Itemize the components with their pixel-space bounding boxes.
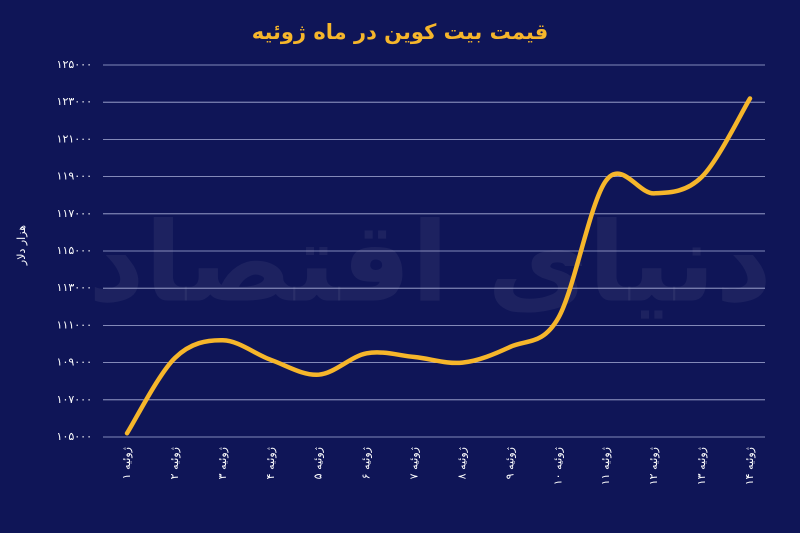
- x-tick-label: ۱۰ ژوئیه: [551, 447, 564, 485]
- x-tick-label: ۹ ژوئیه: [503, 447, 516, 479]
- x-tick-label: ۸ ژوئیه: [455, 447, 468, 479]
- y-tick-label: ۱۰۷۰۰۰: [57, 393, 92, 406]
- watermark: دنیای اقتصاد: [88, 198, 772, 326]
- x-tick-label: ۵ ژوئیه: [312, 447, 325, 479]
- x-tick-label: ۳ ژوئیه: [216, 447, 229, 479]
- y-tick-label: ۱۱۳۰۰۰: [57, 281, 92, 294]
- y-tick-label: ۱۱۱۰۰۰: [57, 318, 92, 331]
- y-tick-label: ۱۰۹۰۰۰: [57, 356, 92, 369]
- y-axis-label: هزار دلار: [15, 225, 28, 266]
- y-tick-label: ۱۱۹۰۰۰: [57, 170, 92, 183]
- x-tick-label: ۴ ژوئیه: [264, 447, 277, 479]
- x-tick-label: ۷ ژوئیه: [408, 447, 421, 479]
- price-line: [124, 96, 753, 436]
- x-tick-label: ۱۱ ژوئیه: [599, 447, 612, 485]
- x-tick-label: ۶ ژوئیه: [360, 447, 373, 479]
- y-tick-label: ۱۰۵۰۰۰: [57, 430, 92, 443]
- x-tick-label: ۱۳ ژوئیه: [695, 447, 708, 485]
- y-tick-label: ۱۱۵۰۰۰: [57, 244, 92, 257]
- x-tick-label: ۱۴ ژوئیه: [743, 447, 756, 485]
- chart-title: قیمت بیت کوین در ماه ژوئیه: [252, 20, 549, 44]
- y-tick-label: ۱۱۷۰۰۰: [57, 207, 92, 220]
- x-tick-label: ۱ ژوئیه: [120, 447, 133, 479]
- x-tick-label: ۱۲ ژوئیه: [647, 447, 660, 485]
- y-tick-label: ۱۲۱۰۰۰: [57, 132, 92, 145]
- y-tick-label: ۱۲۵۰۰۰: [57, 58, 92, 71]
- x-tick-label: ۲ ژوئیه: [168, 447, 181, 479]
- y-tick-label: ۱۲۳۰۰۰: [57, 95, 92, 108]
